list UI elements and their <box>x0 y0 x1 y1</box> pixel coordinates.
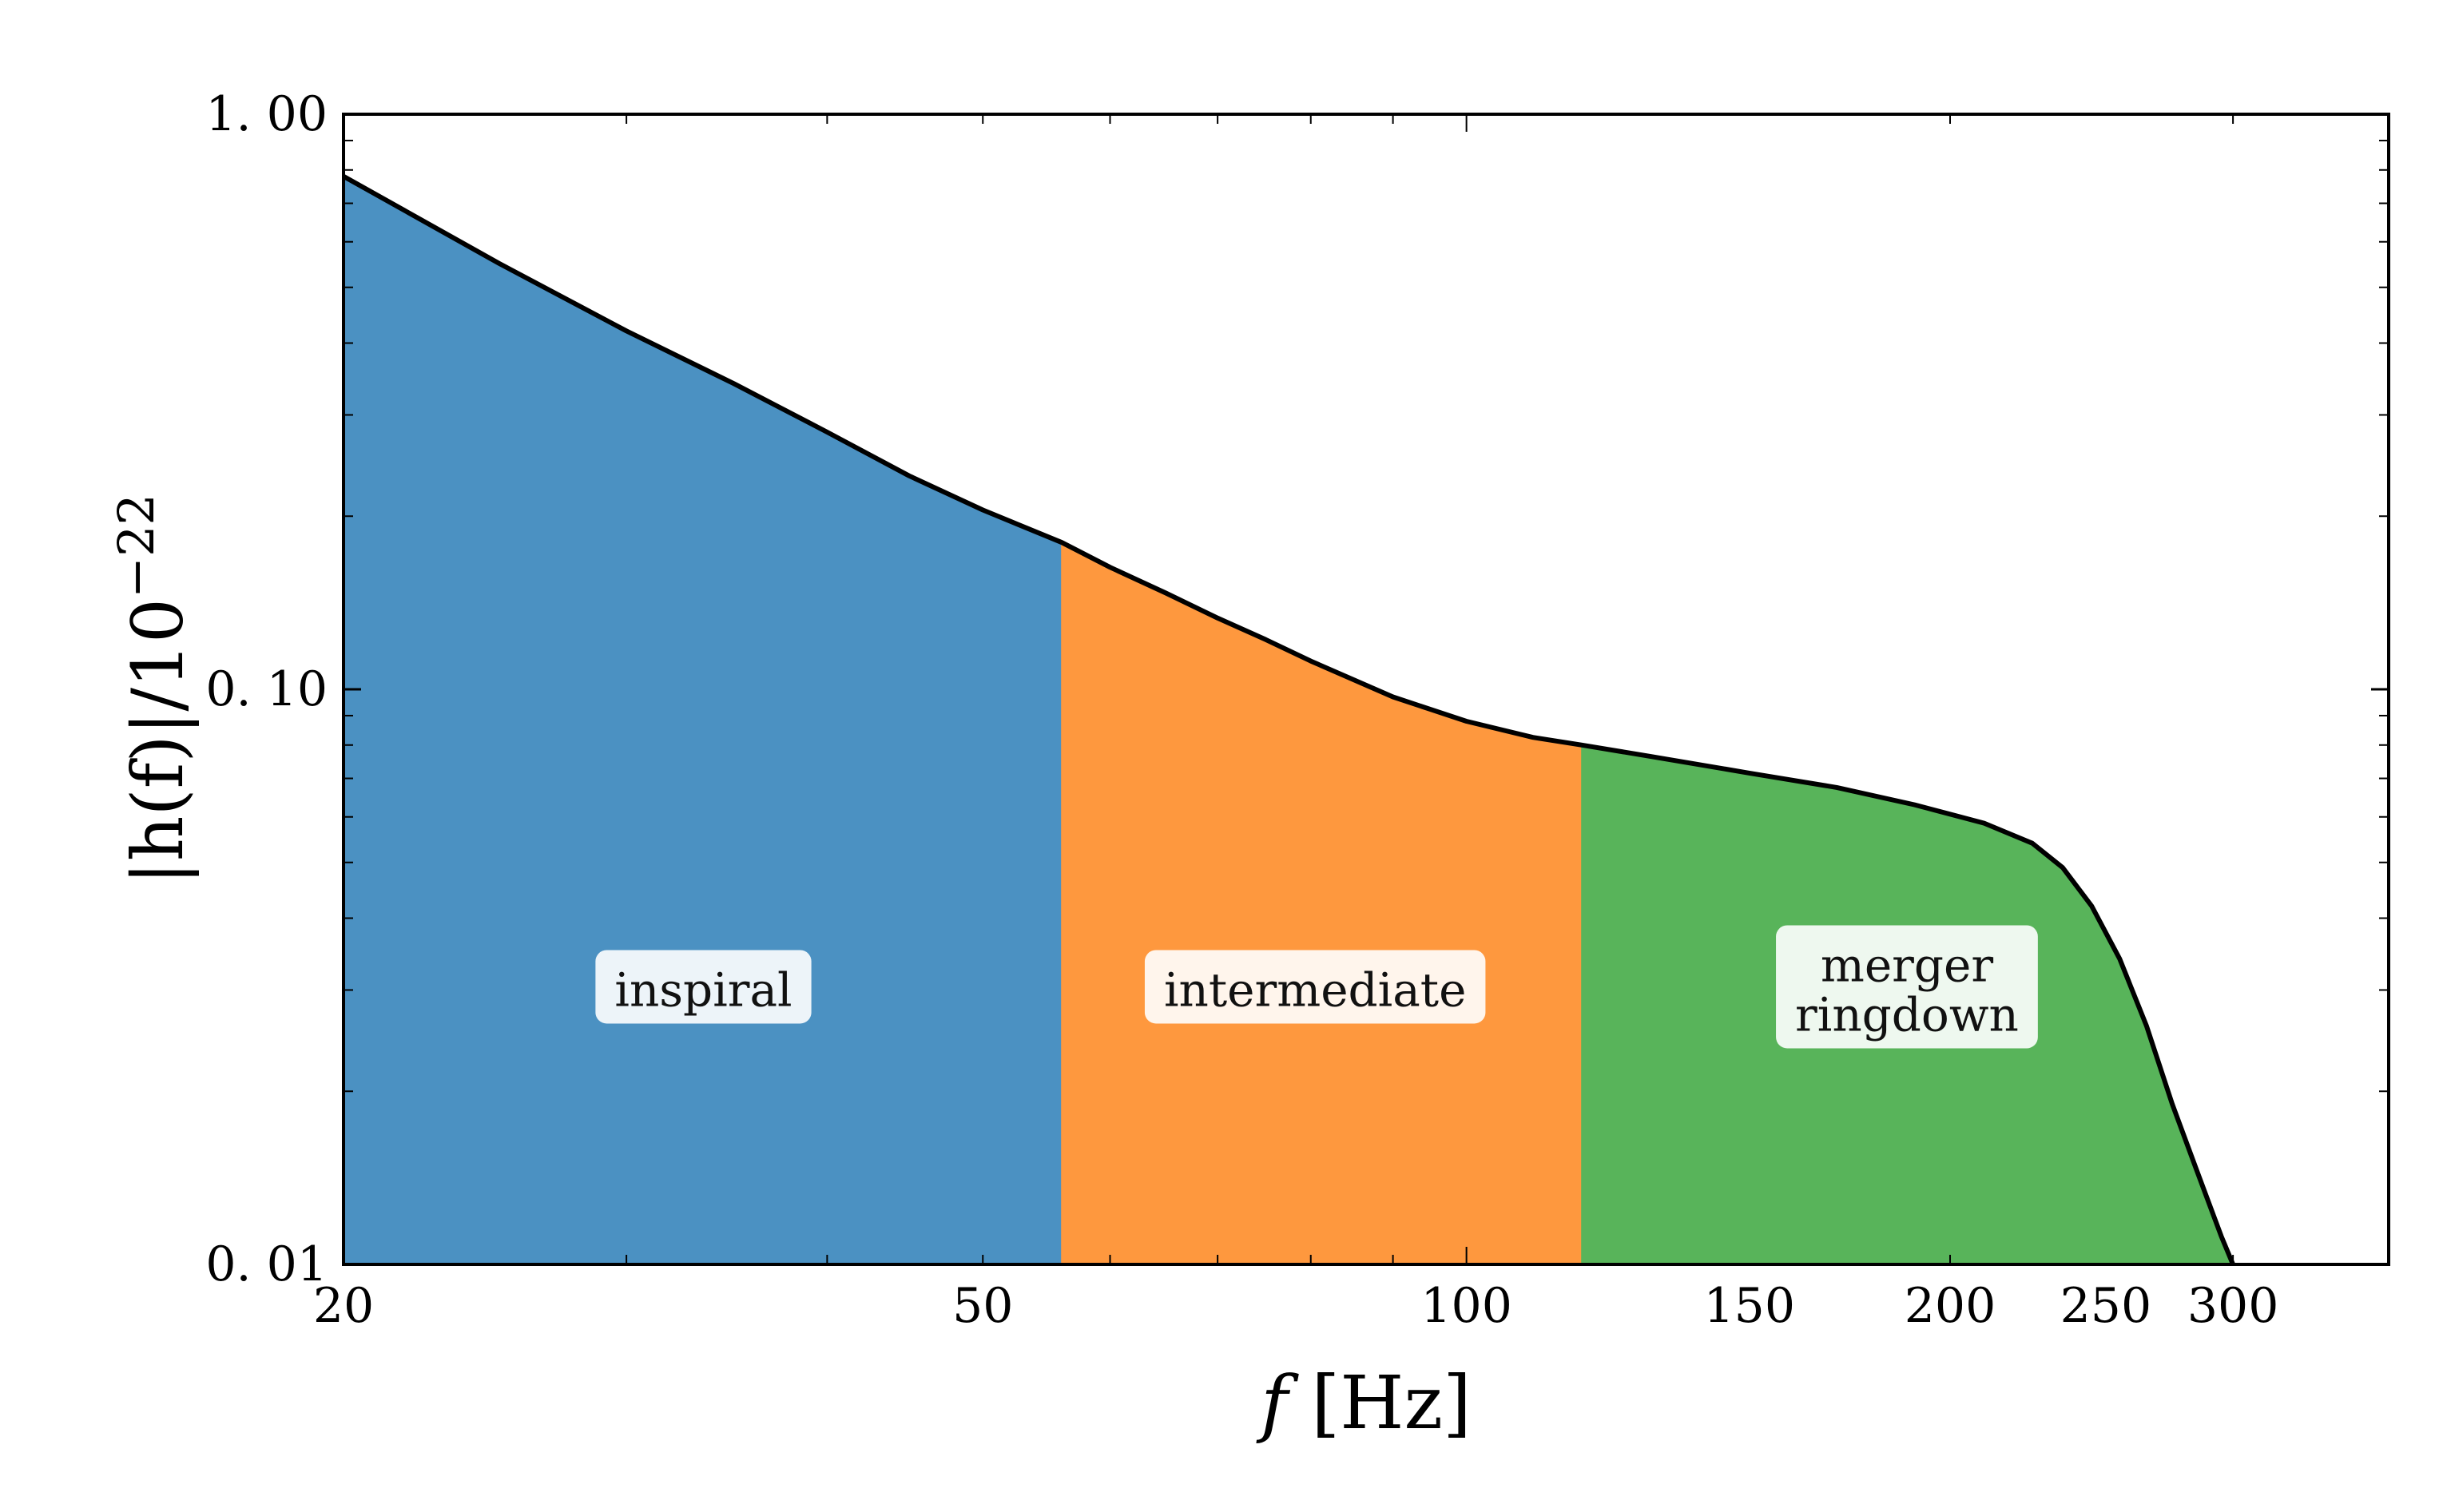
ticks-layer: 0. 01 0. 10 1. 00 20 50 100 150 200 250 300 <box>205 86 2389 1334</box>
region-area-0 <box>343 174 1063 1265</box>
region-label-box <box>1144 950 1486 1024</box>
x-tick-label: 20 <box>313 1278 374 1334</box>
region-label-text: ringdown <box>1795 987 2019 1042</box>
x-tick-label: 300 <box>2187 1278 2279 1334</box>
region-label-text: inspiral <box>614 962 792 1017</box>
x-axis-label: f [Hz] <box>1256 1360 1472 1446</box>
regions-layer <box>343 174 2234 1265</box>
x-tick-label: 250 <box>2060 1278 2152 1334</box>
y-tick-label: 0. 01 <box>205 1236 328 1292</box>
region-label-1: intermediate <box>1144 950 1486 1024</box>
region-label-box <box>595 950 812 1024</box>
x-tick-label: 200 <box>1905 1278 1996 1334</box>
region-label-text: intermediate <box>1164 962 1466 1017</box>
x-tick-label: 150 <box>1703 1278 1795 1334</box>
region-label-0: inspiral <box>595 950 812 1024</box>
region-label-text: merger <box>1821 938 1994 992</box>
y-axis-label: |h(f)|/10−22 <box>107 494 200 885</box>
spectrum-curve <box>342 174 2235 1266</box>
y-tick-label: 1. 00 <box>205 86 328 142</box>
x-tick-label: 50 <box>952 1278 1013 1334</box>
region-label-box <box>1776 925 2038 1049</box>
x-tick-label: 100 <box>1420 1278 1512 1334</box>
y-tick-label: 0. 10 <box>205 661 328 717</box>
region-area-1 <box>1061 541 1583 1265</box>
